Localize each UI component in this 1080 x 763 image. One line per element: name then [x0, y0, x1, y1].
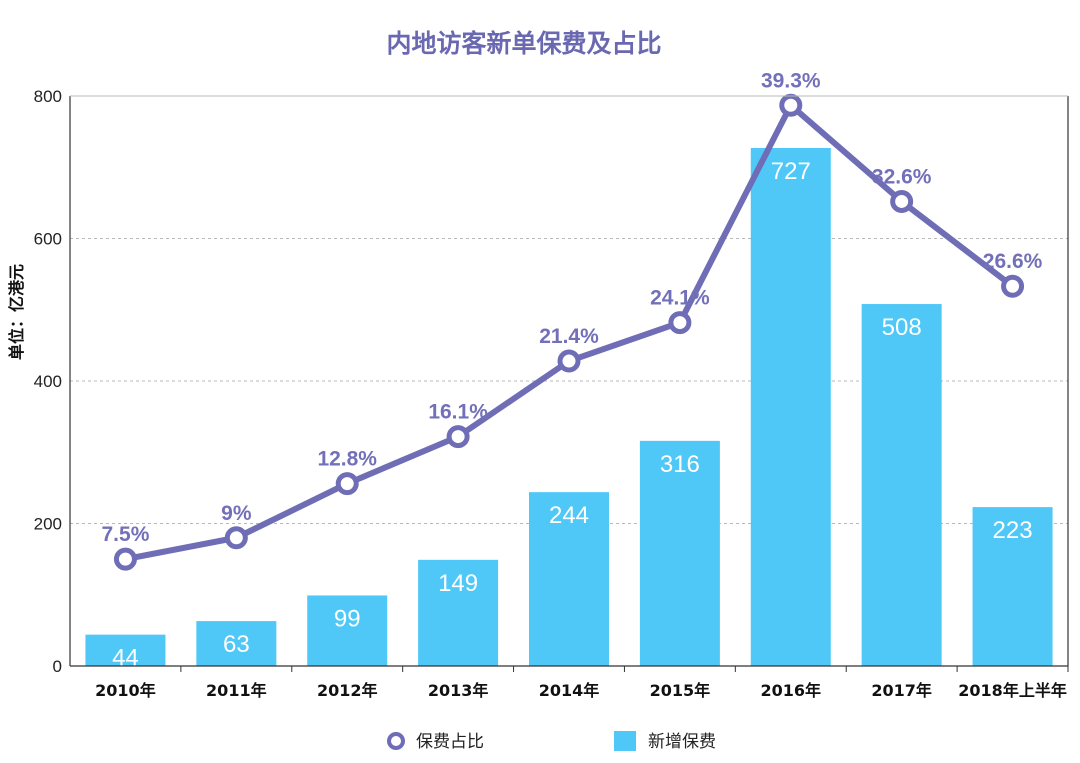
bar-value-label: 99 — [334, 605, 361, 632]
bar-value-label: 508 — [882, 314, 922, 341]
legend-line-marker — [387, 732, 405, 750]
line-point — [890, 189, 914, 213]
line-point — [446, 425, 470, 449]
line-value-label: 39.3% — [761, 69, 821, 92]
line-value-label: 21.4% — [539, 325, 599, 348]
y-tick-label: 400 — [34, 372, 62, 391]
x-tick-label: 2014年 — [539, 681, 600, 700]
bar-value-label: 727 — [771, 158, 811, 185]
line-value-label: 32.6% — [872, 165, 932, 188]
legend-bar-swatch — [614, 731, 636, 751]
chart-title: 内地访客新单保费及占比 — [386, 29, 661, 58]
line-value-label: 26.6% — [983, 250, 1043, 273]
bar — [529, 492, 609, 666]
bar-series: 44 63 99 149 244 316 727 508 223 — [85, 148, 1053, 672]
bar-value-label: 44 — [112, 645, 139, 672]
bar — [639, 440, 720, 666]
bar — [418, 559, 499, 666]
bar — [85, 634, 166, 666]
y-tick-label: 200 — [34, 515, 62, 534]
bar — [307, 595, 388, 666]
line-series: 7.5% 9% 12.8% 16.1% 21.4% 24.1% 39.3% 32.6% 26.6… — [102, 69, 1043, 571]
x-tick-label: 2010年 — [95, 681, 156, 700]
bar-value-label: 244 — [549, 502, 589, 529]
bar — [750, 148, 831, 666]
bar — [972, 507, 1053, 666]
bar-value-label: 316 — [660, 451, 700, 478]
bar-value-label: 63 — [223, 631, 250, 658]
line-point — [668, 311, 692, 335]
y-tick-label: 800 — [34, 87, 62, 106]
y-axis-label: 单位：亿港元 — [7, 264, 26, 360]
x-tick-label: 2013年 — [428, 681, 489, 700]
line-point — [335, 472, 359, 496]
x-tick-label: 2017年 — [871, 681, 932, 700]
legend: 保费占比 新增保费 — [387, 731, 716, 752]
x-tick-label: 2015年 — [650, 681, 711, 700]
line-value-label: 16.1% — [428, 401, 488, 424]
line-point — [779, 93, 803, 117]
line-value-label: 12.8% — [317, 448, 377, 471]
legend-label-bar: 新增保费 — [648, 732, 716, 752]
line-point — [224, 526, 248, 550]
x-tick-label: 2016年 — [761, 681, 822, 700]
bar-value-label: 149 — [438, 570, 478, 597]
line-point — [557, 349, 581, 373]
y-tick-label: 600 — [34, 230, 62, 249]
bar — [196, 621, 277, 666]
line-point — [113, 547, 137, 571]
line-value-label: 7.5% — [102, 523, 150, 546]
y-tick-label: 0 — [53, 657, 62, 676]
line-value-label: 9% — [221, 502, 252, 525]
legend-label-line: 保费占比 — [416, 732, 484, 752]
bar-value-label: 223 — [993, 517, 1033, 544]
x-tick-label: 2011年 — [206, 681, 267, 700]
bar — [861, 304, 942, 666]
x-tick-label: 2018年上半年 — [958, 681, 1067, 700]
axes: 0 200 400 600 800 2010年 2011年 2012年 2013年 2014年 20… — [34, 87, 1069, 700]
line-point — [1001, 274, 1025, 298]
line-value-label: 24.1% — [650, 287, 710, 310]
x-tick-label: 2012年 — [317, 681, 378, 700]
